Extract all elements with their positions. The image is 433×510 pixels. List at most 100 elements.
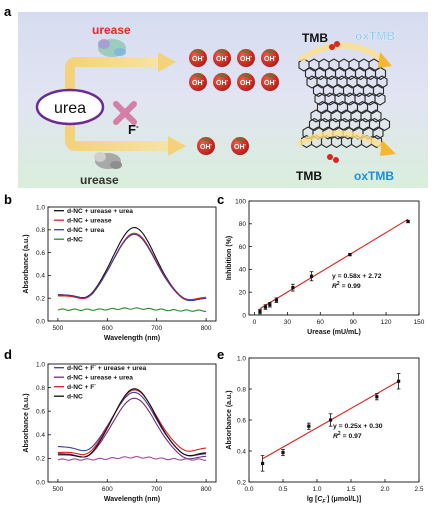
x-tick-label: 600 [102,325,113,332]
r-squared: R2 = 0.97 [333,431,362,440]
y-axis-label: Absorbance (a.u.) [226,390,233,449]
inhibition-cross-icon [113,101,137,125]
hydroxide-tomato-5: OH- [189,73,207,91]
hydroxide-tomato-7: OH- [237,73,255,91]
x-tick-label: 700 [151,486,162,493]
data-point-1 [258,309,262,314]
x-tick-label: 0.5 [278,486,287,493]
y-tick-label: 0.8 [36,227,45,234]
chart-b-absorbance-spectra: 500 600 700 800 0.0 0.2 0.4 0.6 0.8 1.0 d-NC + ure… [23,204,217,342]
x-axis-label: lg [CF-] (μmol/L)] [307,495,361,505]
plot-frame [248,357,420,483]
y-tick-label: 0.4 [36,432,45,439]
y-tick-label: 0.4 [237,448,246,455]
panel-label-e: e [217,347,224,362]
data-point-4 [329,418,333,422]
oh-label: OH- [240,78,253,87]
data-point-6 [397,379,401,383]
r-squared: R2 = 0.99 [332,281,361,290]
y-tick-label: 0.2 [36,296,45,303]
upper-pathway-arrow [65,57,160,96]
legend-entry: d-NC + urease + urea [67,208,133,215]
hydroxide-tomato-2: OH- [213,49,231,67]
fit-line [259,218,409,310]
oh-label: OH- [200,142,213,151]
chart-e-absorbance-fluoride: 0.0 0.5 1.0 1.5 2.0 2.5 0.2 0.4 0.6 0.8 1.0 y = 0.2… [226,355,424,505]
scheme: urease urease urea F- OH- OH- OH- OH-OH- OH-… [35,23,396,187]
series-line-4 [57,307,207,312]
lower-pathway-arrow [65,120,170,151]
x-tick-label: 60 [317,319,325,326]
x-tick-label: 500 [52,325,63,332]
x-tick-label: 700 [151,325,162,332]
oh-label: OH- [216,54,229,63]
data-point-5 [291,286,295,290]
y-axis-label: Absorbance (a.u.) [23,393,30,452]
plot-frame [248,200,420,316]
panel-label-c: c [217,192,224,207]
chart-c-inhibition-urease: 0 30 60 90 120 150 0 20 40 60 80 100 y = 0.58x + 2.7… [226,198,425,336]
y-tick-label: 0.8 [237,386,246,393]
legend-entry: d-NC + F- + urease + urea [67,363,147,372]
y-tick-label: 0.8 [36,385,45,392]
x-tick-label: 150 [414,319,425,326]
chart-d-absorbance-spectra: 500 600 700 800 0.0 0.2 0.4 0.6 0.8 1.0 d-NC + F- … [23,361,217,503]
series-line-1 [57,391,207,457]
x-axis-label: Wavelength (nm) [104,496,160,503]
y-tick-label: 60 [239,244,247,251]
lower-arrow-head [168,136,186,156]
y-tick-label: 0.6 [36,250,45,257]
series-line-3 [57,233,207,302]
urease-label-top: urease [92,23,131,37]
oh-label: OH- [240,54,253,63]
panel-label-b: b [4,192,12,207]
y-tick-label: 0.0 [36,479,45,486]
hydroxide-tomato-low-2: OH- [231,137,249,155]
legend-entry: d-NC + urease [67,218,112,225]
urease-enzyme-bottom-icon [94,152,122,169]
tmb-label-top: TMB [302,31,328,45]
upper-arrow-head [158,52,176,72]
bottom-glow-arrowhead [380,140,396,156]
data-point-3 [268,303,272,307]
y-tick-label: 1.0 [36,361,45,368]
oxtmb-label-top: oxTMB [355,29,395,43]
x-tick-label: 1.0 [312,486,321,493]
y-tick-label: 0.2 [36,456,45,463]
data-point-3 [307,424,311,428]
oh-label: OH- [192,78,205,87]
data-point-5 [375,395,379,399]
y-axis-label: Inhibition (%) [226,236,233,280]
legend-entry: d-NC + urea [67,227,105,234]
x-tick-label: 120 [381,319,392,326]
legend-entry: d-NC + F- [67,382,96,391]
fit-equation: y = 0.58x + 2.72 [332,273,382,280]
oh-label: OH- [192,54,205,63]
x-tick-label: 0 [253,319,257,326]
oh-label: OH- [264,78,277,87]
legend-entry: d-NC + urease + urea [67,375,133,382]
legend-entry: d-NC [67,237,83,244]
x-axis-label: Wavelength (nm) [104,335,160,342]
data-point-6 [309,274,314,278]
urease-label-bottom: urease [80,173,119,187]
x-axis-label: Urease (mU/mL) [307,329,361,336]
x-tick-label: 1.5 [346,486,355,493]
x-tick-label: 0.0 [244,486,253,493]
fluoride-label: F- [128,122,139,137]
y-tick-label: 0.2 [237,479,246,486]
data-point-8 [406,219,410,224]
oxygen-molecule-bottom-icon [327,154,339,163]
hydroxide-tomatoes-upper: OH- OH- OH- OH- OH- OH- OH- OH- [189,49,279,91]
hydroxide-tomato-low-1: OH- [197,137,215,155]
x-tick-label: 2.5 [414,486,423,493]
hydroxide-tomato-8: OH- [261,73,279,91]
top-oxidation-glow [298,42,387,65]
series-line-4 [57,388,207,458]
y-axis-label: Absorbance (a.u.) [23,234,30,293]
y-tick-label: 20 [239,290,247,297]
y-tick-label: 0 [242,312,246,319]
oxygen-molecule-top-icon [329,41,340,50]
oxtmb-label-bottom: oxTMB [354,169,394,183]
